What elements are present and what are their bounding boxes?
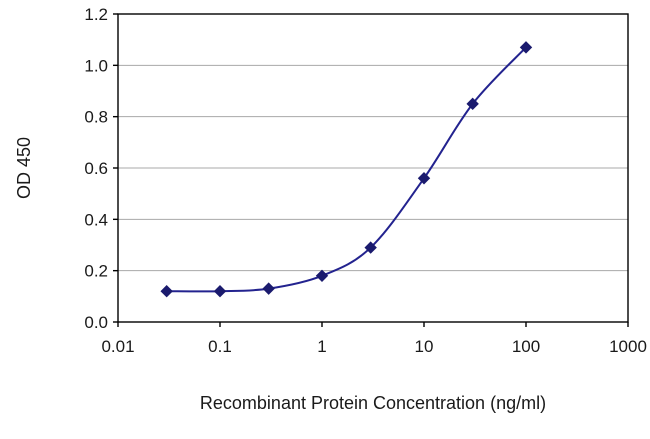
tick-labels: 0.0 0.2 0.4 0.6 0.8 1.0 1.2 0.01 0.1 1 10 100 1000	[84, 5, 647, 356]
data-point-marker	[466, 97, 479, 111]
data-point-marker	[519, 41, 533, 54]
x-tick-label: 1	[317, 337, 326, 356]
data-point-marker	[364, 241, 377, 254]
data-point-marker	[315, 269, 329, 283]
x-axis-title: Recombinant Protein Concentration (ng/ml…	[200, 393, 546, 413]
x-tick-label: 10	[415, 337, 434, 356]
x-tick-label: 100	[512, 337, 540, 356]
data-point-marker	[417, 172, 431, 185]
data-point-marker	[262, 282, 275, 295]
axis-ticks	[113, 13, 629, 327]
y-tick-label: 1.2	[84, 5, 108, 24]
data-point-marker	[160, 284, 173, 298]
y-axis-title: OD 450	[14, 137, 34, 199]
gridlines	[118, 13, 628, 272]
x-tick-label: 1000	[609, 337, 647, 356]
x-tick-label: 0.1	[208, 337, 232, 356]
y-tick-label: 0.8	[84, 108, 108, 127]
y-tick-label: 0.2	[84, 262, 108, 281]
y-tick-label: 0.6	[84, 159, 108, 178]
data-series	[160, 41, 533, 298]
y-tick-label: 0.0	[84, 313, 108, 332]
y-tick-label: 0.4	[84, 210, 108, 229]
x-tick-label: 0.01	[101, 337, 134, 356]
y-tick-label: 1.0	[84, 56, 108, 75]
series-line	[166, 46, 527, 293]
data-point-marker	[213, 284, 227, 298]
